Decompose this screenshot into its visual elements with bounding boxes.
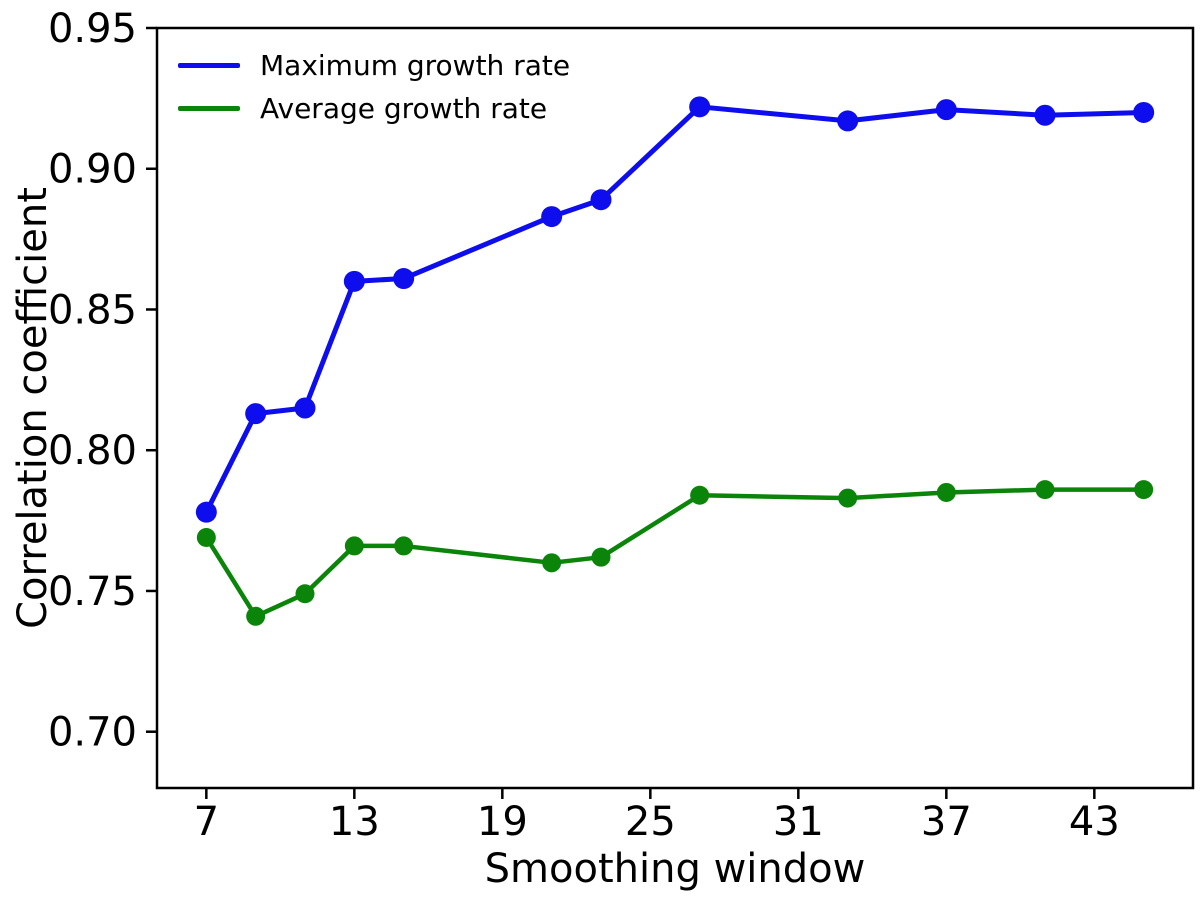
data-point-average-growth-rate bbox=[1134, 480, 1154, 500]
data-point-average-growth-rate bbox=[1035, 480, 1055, 500]
series-line-average-growth-rate bbox=[204, 487, 1146, 619]
data-point-maximum-growth-rate bbox=[245, 403, 267, 425]
data-point-maximum-growth-rate bbox=[689, 96, 711, 118]
y-tick-label: 0.75 bbox=[48, 569, 137, 615]
x-tick-label: 37 bbox=[921, 799, 972, 845]
x-tick-label: 19 bbox=[477, 799, 528, 845]
data-point-average-growth-rate bbox=[690, 485, 710, 505]
data-point-average-growth-rate bbox=[394, 536, 414, 556]
x-axis-label: Smoothing window bbox=[484, 846, 866, 892]
x-tick-label: 31 bbox=[773, 799, 824, 845]
data-point-average-growth-rate bbox=[295, 584, 315, 604]
data-point-maximum-growth-rate bbox=[1133, 101, 1155, 123]
data-point-maximum-growth-rate bbox=[837, 110, 859, 132]
data-point-maximum-growth-rate bbox=[935, 99, 957, 121]
legend-line-sample bbox=[178, 63, 240, 68]
data-point-average-growth-rate bbox=[838, 488, 858, 508]
data-point-average-growth-rate bbox=[591, 547, 611, 567]
data-point-average-growth-rate bbox=[344, 536, 364, 556]
y-tick-label: 0.90 bbox=[48, 147, 137, 193]
data-point-maximum-growth-rate bbox=[294, 397, 316, 419]
x-tick-label: 25 bbox=[625, 799, 676, 845]
legend: Maximum growth rate Average growth rate bbox=[178, 44, 570, 130]
x-tick-label: 13 bbox=[329, 799, 380, 845]
data-point-average-growth-rate bbox=[246, 606, 266, 626]
data-point-maximum-growth-rate bbox=[195, 501, 217, 523]
legend-label: Maximum growth rate bbox=[260, 49, 571, 82]
y-tick-label: 0.85 bbox=[48, 287, 137, 333]
legend-item-maximum-growth-rate: Maximum growth rate bbox=[178, 44, 570, 87]
x-tick-label: 7 bbox=[194, 799, 219, 845]
data-point-maximum-growth-rate bbox=[1034, 104, 1056, 126]
data-point-average-growth-rate bbox=[542, 553, 562, 573]
data-point-average-growth-rate bbox=[936, 482, 956, 502]
y-tick-label: 0.95 bbox=[48, 6, 137, 52]
data-point-maximum-growth-rate bbox=[590, 189, 612, 211]
data-point-maximum-growth-rate bbox=[343, 270, 365, 292]
y-axis-label: Correlation coefficient bbox=[10, 187, 56, 629]
y-tick-label: 0.80 bbox=[48, 428, 137, 474]
data-point-average-growth-rate bbox=[196, 527, 216, 547]
series-line-maximum-growth-rate bbox=[203, 104, 1147, 515]
legend-label: Average growth rate bbox=[260, 92, 548, 125]
plot-border bbox=[155, 26, 1195, 790]
y-tick-label: 0.70 bbox=[48, 710, 137, 756]
data-point-maximum-growth-rate bbox=[393, 268, 415, 290]
legend-line-sample bbox=[178, 106, 240, 111]
data-point-maximum-growth-rate bbox=[541, 206, 563, 228]
legend-item-average-growth-rate: Average growth rate bbox=[178, 87, 570, 130]
x-tick-label: 43 bbox=[1069, 799, 1120, 845]
